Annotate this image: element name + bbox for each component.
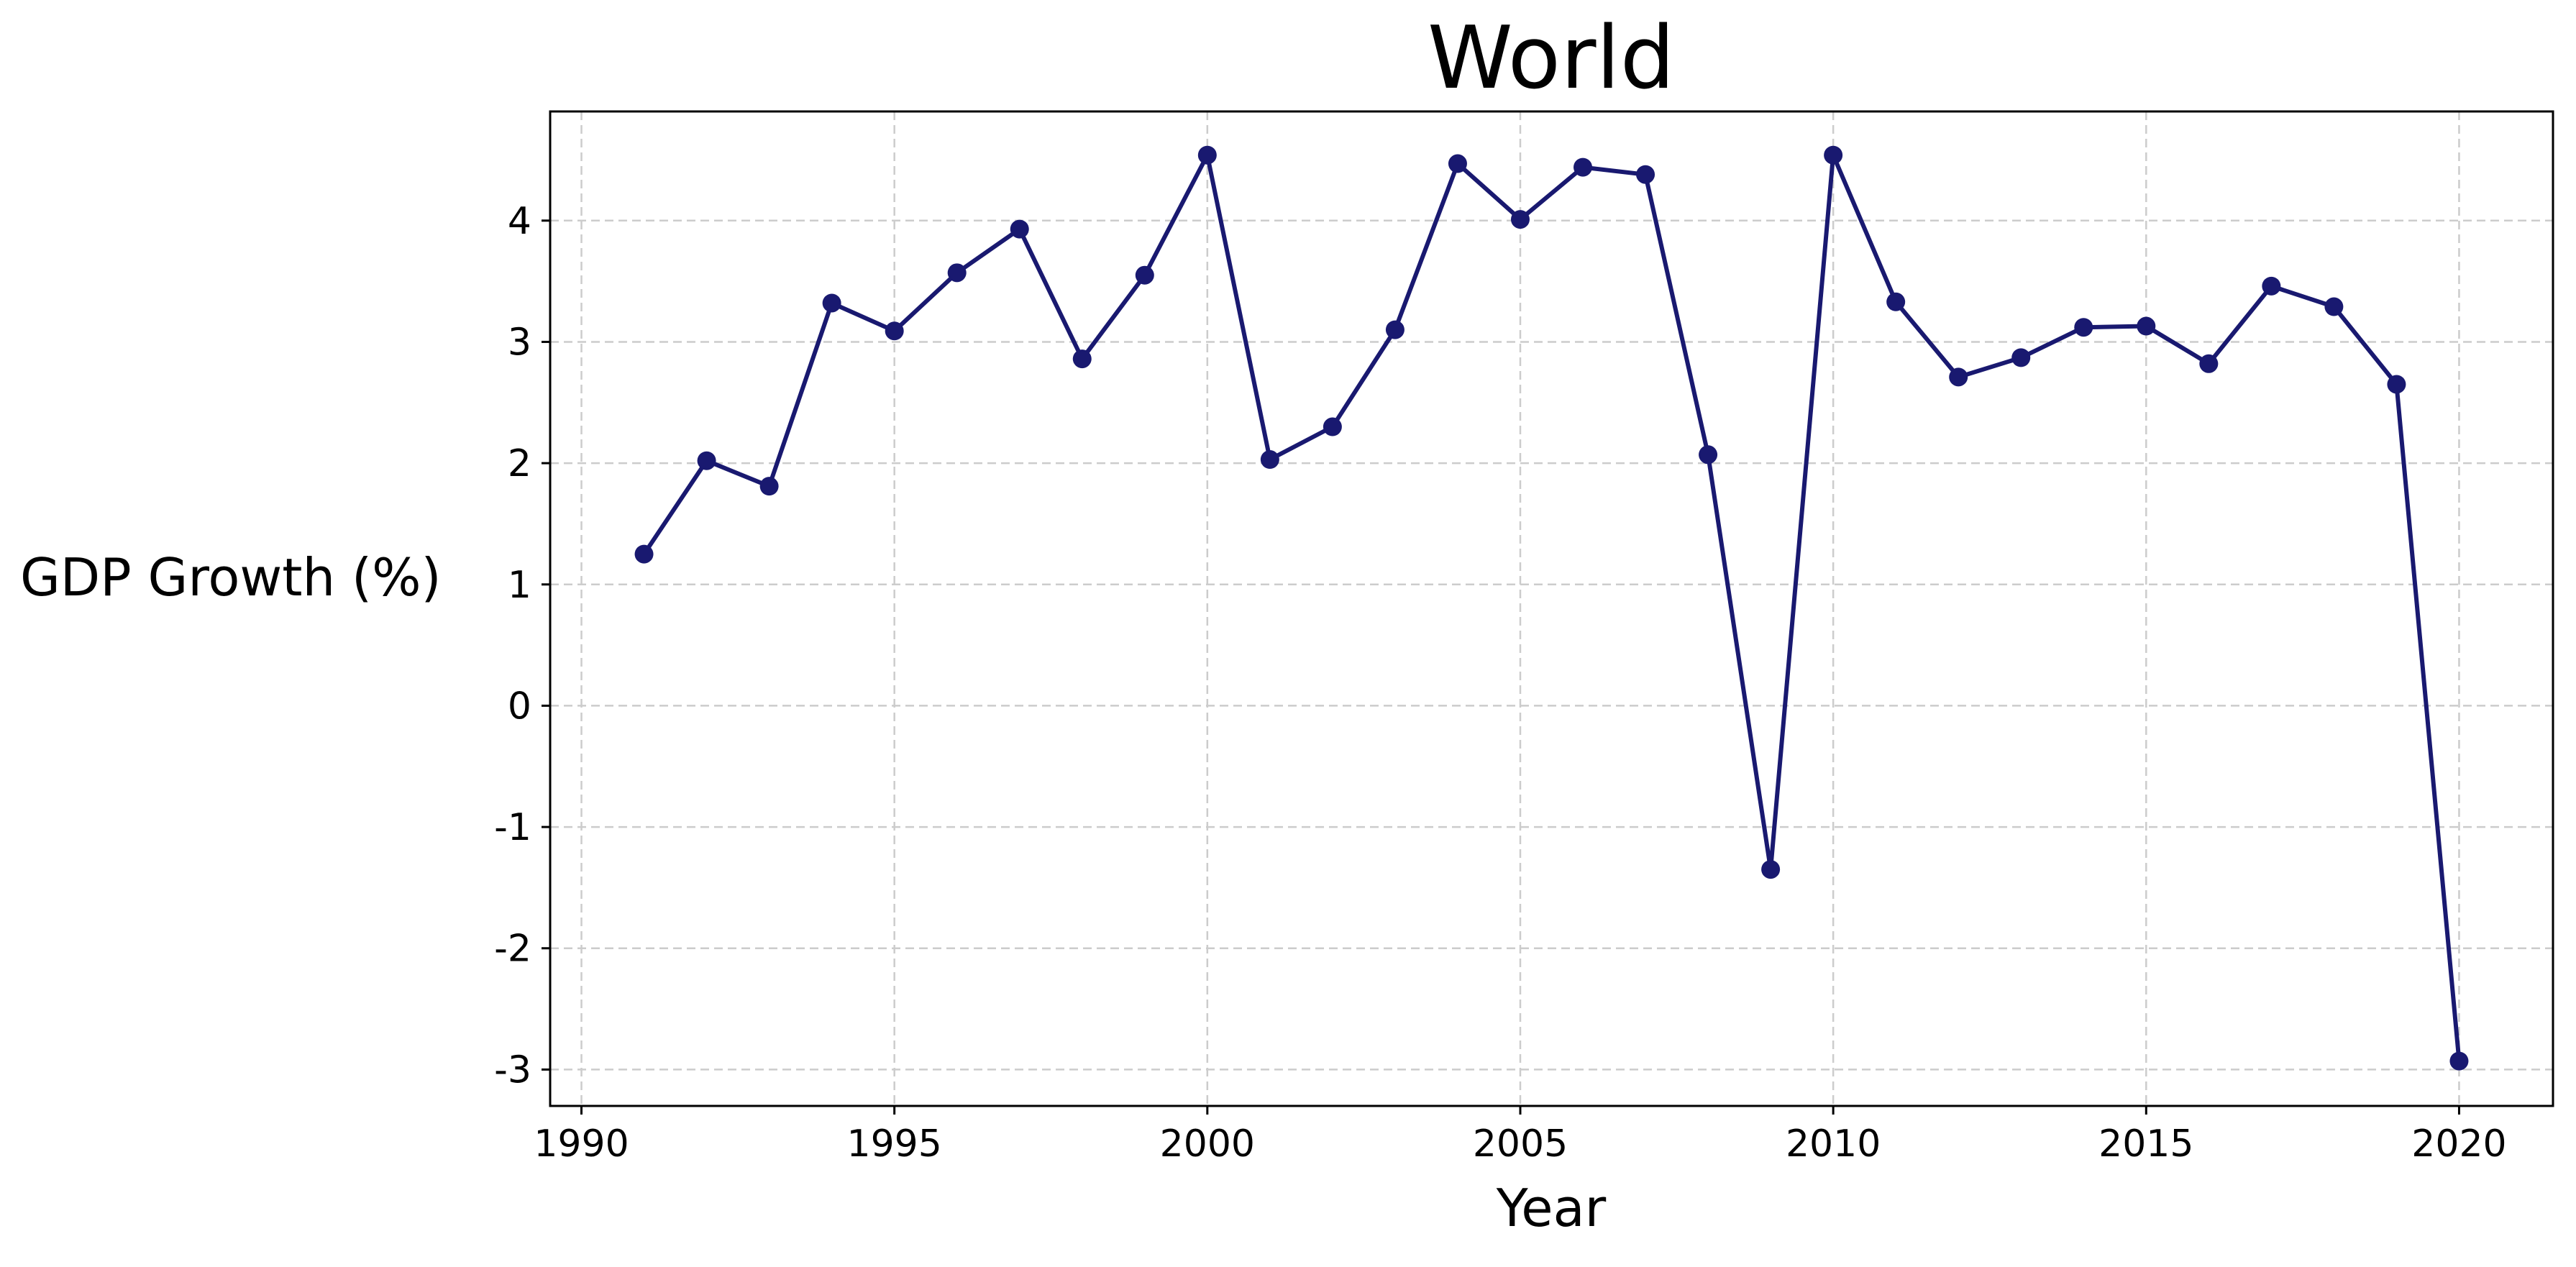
data-point <box>634 544 654 564</box>
data-point <box>1949 367 1968 387</box>
data-point <box>1448 154 1467 173</box>
y-tick-label: 0 <box>508 685 531 728</box>
data-point <box>2199 354 2219 373</box>
data-point <box>947 263 967 283</box>
data-point <box>2324 297 2344 316</box>
data-point <box>1135 265 1154 285</box>
x-axis-title: Year <box>1496 1178 1607 1238</box>
y-tick-label: -1 <box>494 806 531 849</box>
data-point <box>1197 145 1217 165</box>
data-point <box>822 293 841 313</box>
x-tick-label: 1995 <box>847 1122 942 1166</box>
data-point <box>1072 349 1092 369</box>
data-point <box>1385 320 1405 339</box>
data-point <box>1010 219 1029 239</box>
data-point <box>2387 375 2406 394</box>
data-point <box>697 451 716 470</box>
y-tick-label: 2 <box>508 442 531 485</box>
data-point <box>1699 445 1718 465</box>
data-point <box>2011 348 2031 367</box>
data-point <box>1323 417 1342 436</box>
data-point <box>1260 450 1279 470</box>
data-point <box>2449 1051 2469 1071</box>
data-point <box>885 321 904 341</box>
x-tick-label: 2000 <box>1160 1122 1255 1166</box>
data-point <box>1824 145 1843 165</box>
data-point <box>1886 292 1906 311</box>
data-point <box>1761 860 1781 879</box>
data-point <box>1510 210 1530 229</box>
y-tick-label: -3 <box>494 1048 531 1092</box>
y-tick-label: -2 <box>494 928 531 971</box>
x-tick-label: 2005 <box>1473 1122 1568 1166</box>
data-point <box>2262 276 2281 296</box>
data-point <box>2074 318 2093 337</box>
series-line <box>641 152 2462 1064</box>
grid <box>550 111 2553 1106</box>
plot-area-frame <box>549 110 2554 1107</box>
x-tick-label: 2020 <box>2411 1122 2506 1166</box>
x-tick-label: 2015 <box>2098 1122 2193 1166</box>
data-point <box>1636 165 1655 184</box>
y-axis-title: GDP Growth (%) <box>20 547 442 608</box>
series-layer <box>634 145 2469 1071</box>
chart-title: World <box>1428 9 1675 109</box>
data-point <box>759 477 779 496</box>
y-tick-label: 1 <box>508 564 531 607</box>
y-tick-label: 4 <box>508 200 531 243</box>
data-point <box>2137 316 2156 336</box>
x-tick-label: 1990 <box>534 1122 629 1166</box>
axis-ticks: 1990 1995 2000 2005 2010 2015 2020 -3 -2 -1 0 1 2 3 4 <box>494 200 2506 1166</box>
x-tick-label: 2010 <box>1786 1122 1881 1166</box>
y-tick-label: 3 <box>508 321 531 364</box>
data-point <box>1574 157 1593 177</box>
